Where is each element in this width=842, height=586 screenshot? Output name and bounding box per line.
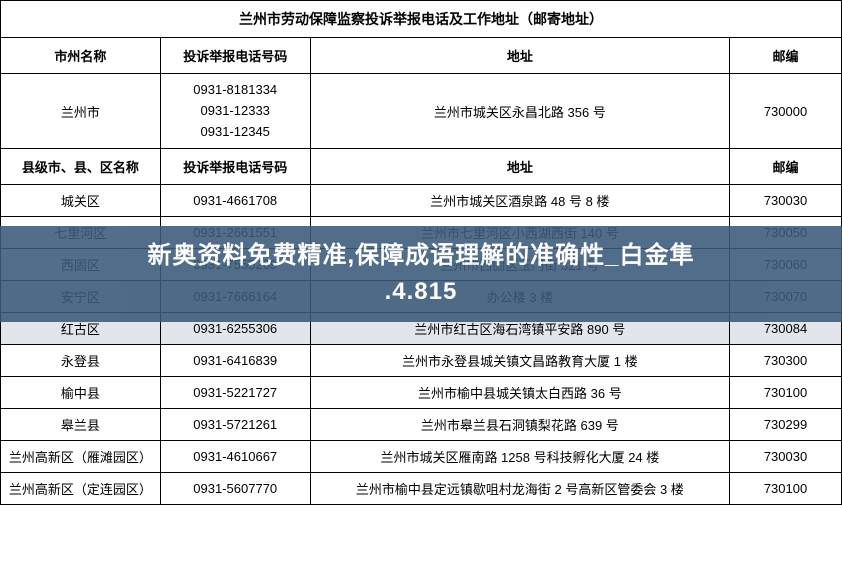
row-zip: 730030: [730, 441, 842, 473]
header2-phone: 投诉举报电话号码: [160, 149, 310, 185]
table-row: 兰州高新区（雁滩园区） 0931-4610667 兰州市城关区雁南路 1258 …: [1, 441, 842, 473]
table-row: 兰州高新区（定连园区） 0931-5607770 兰州市榆中县定远镇歇咀村龙海街…: [1, 473, 842, 505]
header-zip: 邮编: [730, 38, 842, 74]
header2-zip: 邮编: [730, 149, 842, 185]
header-phone: 投诉举报电话号码: [160, 38, 310, 74]
row-zip: 730299: [730, 409, 842, 441]
header-name: 市州名称: [1, 38, 161, 74]
row-zip: 730100: [730, 473, 842, 505]
overlay-text-line2: .4.815: [385, 274, 458, 310]
row-address: 兰州市城关区雁南路 1258 号科技孵化大厦 24 楼: [310, 441, 729, 473]
table-row: 皋兰县 0931-5721261 兰州市皋兰县石洞镇梨花路 639 号 7302…: [1, 409, 842, 441]
row-zip: 730300: [730, 345, 842, 377]
row-name: 皋兰县: [1, 409, 161, 441]
row-address: 兰州市榆中县定远镇歇咀村龙海街 2 号高新区管委会 3 楼: [310, 473, 729, 505]
row-address: 兰州市皋兰县石洞镇梨花路 639 号: [310, 409, 729, 441]
row-phone: 0931-5221727: [160, 377, 310, 409]
overlay-banner: 新奥资料免费精准,保障成语理解的准确性_白金隼 .4.815: [0, 226, 842, 322]
row-name: 兰州高新区（定连园区）: [1, 473, 161, 505]
header2-address: 地址: [310, 149, 729, 185]
row-name: 城关区: [1, 185, 161, 217]
city-zip: 730000: [730, 74, 842, 149]
header-row-1: 市州名称 投诉举报电话号码 地址 邮编: [1, 38, 842, 74]
row-zip: 730030: [730, 185, 842, 217]
header-row-2: 县级市、县、区名称 投诉举报电话号码 地址 邮编: [1, 149, 842, 185]
city-phone-2: 0931-12333: [165, 101, 306, 122]
row-address: 兰州市榆中县城关镇太白西路 36 号: [310, 377, 729, 409]
row-phone: 0931-4610667: [160, 441, 310, 473]
city-phone-1: 0931-8181334: [165, 80, 306, 101]
city-phones: 0931-8181334 0931-12333 0931-12345: [160, 74, 310, 149]
table-row: 榆中县 0931-5221727 兰州市榆中县城关镇太白西路 36 号 7301…: [1, 377, 842, 409]
row-phone: 0931-5607770: [160, 473, 310, 505]
city-row: 兰州市 0931-8181334 0931-12333 0931-12345 兰…: [1, 74, 842, 149]
city-name: 兰州市: [1, 74, 161, 149]
row-zip: 730100: [730, 377, 842, 409]
row-address: 兰州市永登县城关镇文昌路教育大厦 1 楼: [310, 345, 729, 377]
row-phone: 0931-5721261: [160, 409, 310, 441]
overlay-text-line1: 新奥资料免费精准,保障成语理解的准确性_白金隼: [147, 238, 694, 274]
row-name: 永登县: [1, 345, 161, 377]
table-title: 兰州市劳动保障监察投诉举报电话及工作地址（邮寄地址）: [1, 1, 842, 38]
title-row: 兰州市劳动保障监察投诉举报电话及工作地址（邮寄地址）: [1, 1, 842, 38]
table-row: 永登县 0931-6416839 兰州市永登县城关镇文昌路教育大厦 1 楼 73…: [1, 345, 842, 377]
row-name: 榆中县: [1, 377, 161, 409]
table-row: 城关区 0931-4661708 兰州市城关区酒泉路 48 号 8 楼 7300…: [1, 185, 842, 217]
row-name: 兰州高新区（雁滩园区）: [1, 441, 161, 473]
row-address: 兰州市城关区酒泉路 48 号 8 楼: [310, 185, 729, 217]
row-phone: 0931-4661708: [160, 185, 310, 217]
city-address: 兰州市城关区永昌北路 356 号: [310, 74, 729, 149]
header-address: 地址: [310, 38, 729, 74]
row-phone: 0931-6416839: [160, 345, 310, 377]
header2-name: 县级市、县、区名称: [1, 149, 161, 185]
city-phone-3: 0931-12345: [165, 122, 306, 143]
